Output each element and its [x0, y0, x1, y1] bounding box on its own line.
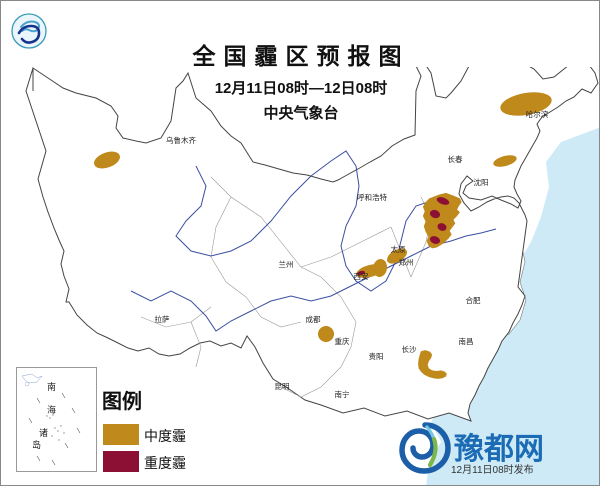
- svg-text:长春: 长春: [448, 154, 463, 164]
- svg-text:南宁: 南宁: [335, 389, 350, 399]
- svg-text:南昌: 南昌: [459, 336, 474, 346]
- svg-text:兰州: 兰州: [279, 259, 294, 269]
- svg-text:重庆: 重庆: [335, 336, 350, 346]
- svg-text:贵阳: 贵阳: [369, 351, 384, 361]
- svg-text:郑州: 郑州: [399, 257, 414, 267]
- svg-text:海: 海: [47, 404, 56, 415]
- svg-text:沈阳: 沈阳: [474, 177, 489, 187]
- svg-text:合肥: 合肥: [466, 295, 481, 305]
- svg-text:成都: 成都: [306, 314, 321, 324]
- svg-text:拉萨: 拉萨: [155, 314, 170, 324]
- svg-text:长沙: 长沙: [402, 344, 417, 354]
- svg-text:太原: 太原: [391, 244, 406, 254]
- svg-text:西安: 西安: [354, 271, 369, 281]
- svg-text:南: 南: [47, 381, 56, 392]
- svg-text:呼和浩特: 呼和浩特: [357, 192, 387, 202]
- svg-text:昆明: 昆明: [275, 382, 290, 391]
- svg-text:哈尔滨: 哈尔滨: [526, 109, 549, 119]
- svg-text:诸: 诸: [39, 428, 48, 438]
- svg-text:岛: 岛: [32, 439, 41, 450]
- svg-text:乌鲁木齐: 乌鲁木齐: [166, 135, 196, 145]
